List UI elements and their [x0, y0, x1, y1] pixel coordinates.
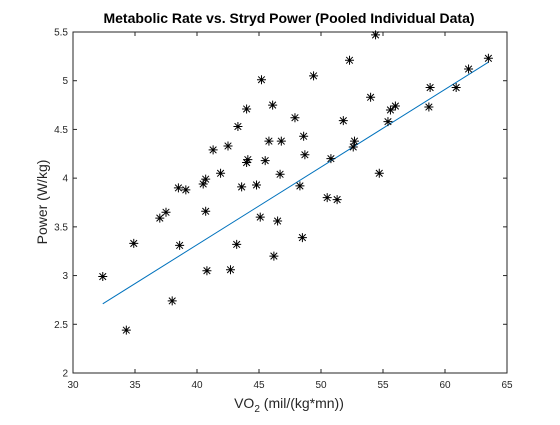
data-point: [237, 182, 247, 192]
x-tick-label: 45: [253, 380, 265, 391]
data-point: [276, 136, 286, 146]
data-point: [390, 101, 400, 111]
data-point: [242, 104, 252, 114]
data-point: [161, 207, 171, 217]
x-tick-label: 55: [377, 380, 389, 391]
data-point: [483, 53, 493, 63]
data-point: [299, 131, 309, 141]
data-point: [383, 117, 393, 127]
data-point: [290, 113, 300, 123]
data-point: [326, 154, 336, 164]
x-tick-label: 35: [129, 380, 141, 391]
data-point: [269, 251, 279, 261]
data-point: [268, 100, 278, 110]
data-point: [201, 174, 211, 184]
data-point: [366, 92, 376, 102]
data-point: [201, 206, 211, 216]
x-tick-label: 40: [191, 380, 203, 391]
x-tick-label: 50: [315, 380, 327, 391]
data-point: [374, 168, 384, 178]
data-point: [332, 195, 342, 205]
y-tick-label: 4.5: [54, 125, 68, 136]
data-point: [155, 213, 165, 223]
data-point: [216, 168, 226, 178]
data-point: [175, 240, 185, 250]
data-point: [167, 296, 177, 306]
data-point: [173, 183, 183, 193]
data-point: [232, 239, 242, 249]
data-point: [252, 180, 262, 190]
axes-box: [72, 31, 508, 374]
data-point: [349, 136, 359, 146]
data-point: [121, 325, 131, 335]
data-point: [338, 116, 348, 126]
data-point: [264, 136, 274, 146]
data-point: [273, 216, 283, 226]
data-point: [208, 145, 218, 155]
data-point: [225, 265, 235, 275]
data-point: [464, 64, 474, 74]
data-point: [260, 156, 270, 166]
data-point: [425, 83, 435, 93]
x-axis-label: VO2 (mil/(kg*mn)): [234, 395, 344, 415]
data-point: [181, 185, 191, 195]
data-point: [348, 142, 358, 152]
x-axis-label-main: VO: [234, 395, 254, 411]
x-tick-label: 65: [501, 380, 513, 391]
y-tick-label: 2: [62, 369, 68, 380]
data-point: [371, 30, 381, 40]
data-point: [98, 272, 108, 282]
data-point: [255, 212, 265, 222]
data-point: [297, 233, 307, 243]
x-tick-label: 60: [439, 380, 451, 391]
data-point: [275, 169, 285, 179]
y-tick-label: 2.5: [54, 320, 68, 331]
data-point: [256, 75, 266, 85]
x-tick-label: 30: [67, 380, 79, 391]
data-point: [300, 150, 310, 160]
data-point: [243, 155, 253, 165]
fit-line: [102, 61, 489, 305]
data-point: [198, 179, 208, 189]
data-point: [242, 158, 252, 168]
data-point: [223, 141, 233, 151]
x-axis-label-tail: (mil/(kg*mn)): [260, 395, 344, 411]
data-point: [424, 102, 434, 112]
data-point: [451, 83, 461, 93]
y-tick-label: 4: [62, 174, 68, 185]
data-point: [309, 71, 319, 81]
y-tick-label: 5: [62, 76, 68, 87]
y-tick-label: 5.5: [54, 28, 68, 39]
data-point: [129, 238, 139, 248]
data-point: [385, 105, 395, 115]
data-point: [345, 55, 355, 65]
y-tick-label: 3.5: [54, 222, 68, 233]
data-point: [202, 266, 212, 276]
data-point: [322, 193, 332, 203]
data-point: [233, 122, 243, 132]
chart-title: Metabolic Rate vs. Stryd Power (Pooled I…: [103, 10, 474, 26]
y-axis-label: Power (W/kg): [34, 160, 50, 245]
data-point: [295, 181, 305, 191]
x-axis-label-subscript: 2: [254, 404, 260, 415]
plot-area: 30 35 40 45 50 55 60 65 2 2.5 3 3.5 4 4.5 5 5.5: [54, 28, 513, 392]
y-tick-label: 3: [62, 271, 68, 282]
